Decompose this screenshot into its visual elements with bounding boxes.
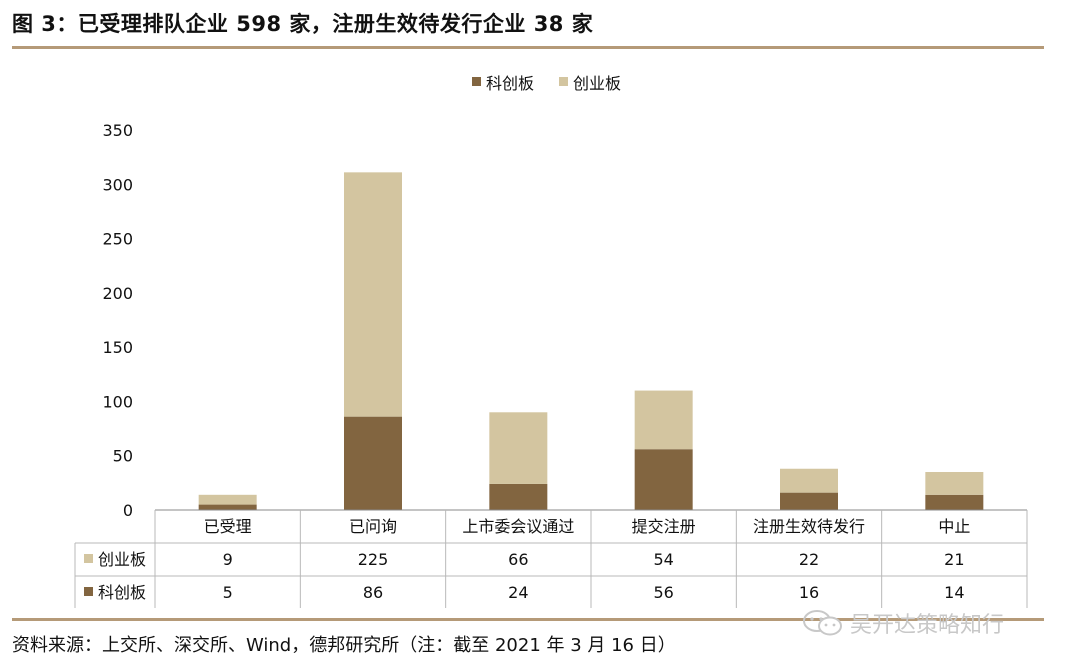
- y-tick-label: 350: [102, 121, 133, 140]
- legend-label: 创业板: [573, 74, 621, 93]
- bar-segment: [780, 492, 838, 510]
- data-label: 21: [944, 550, 964, 569]
- bar-segment: [925, 472, 984, 495]
- bar-segment: [198, 494, 257, 505]
- y-tick-label: 200: [102, 284, 133, 303]
- legend-swatch: [472, 77, 481, 86]
- bar-segment: [925, 494, 984, 510]
- y-tick-label: 100: [102, 392, 133, 411]
- y-tick-label: 300: [102, 175, 133, 194]
- bar-segment: [198, 504, 257, 510]
- data-label: 5: [223, 583, 233, 602]
- bar-segment: [780, 468, 838, 493]
- bottom-rule: [12, 618, 1044, 621]
- y-tick-label: 150: [102, 338, 133, 357]
- table-legend-swatch: [84, 554, 93, 563]
- data-label: 56: [653, 583, 673, 602]
- data-label: 225: [358, 550, 389, 569]
- category-label: 中止: [938, 517, 970, 536]
- bar-segment: [489, 412, 548, 484]
- bar-segment: [344, 416, 402, 510]
- table-series-label: 科创板: [98, 583, 146, 602]
- table-legend-swatch: [84, 587, 93, 596]
- legend-label: 科创板: [486, 74, 534, 93]
- bar-segment: [634, 390, 693, 450]
- watermark: 吴开达策略知行: [802, 606, 1004, 640]
- bar-segment: [344, 172, 402, 417]
- data-label: 54: [653, 550, 673, 569]
- table-series-label: 创业板: [98, 550, 146, 569]
- watermark-text: 吴开达策略知行: [850, 613, 1005, 638]
- y-tick-label: 250: [102, 230, 133, 249]
- data-label: 22: [799, 550, 819, 569]
- bar-segment: [489, 483, 548, 510]
- category-label: 上市委会议通过: [462, 517, 574, 536]
- data-label: 14: [944, 583, 964, 602]
- legend-swatch: [559, 77, 568, 86]
- figure-title: 图 3：已受理排队企业 598 家，注册生效待发行企业 38 家: [12, 12, 594, 36]
- data-label: 9: [223, 550, 233, 569]
- top-rule: [12, 46, 1044, 49]
- category-label: 注册生效待发行: [753, 517, 865, 536]
- data-label: 66: [508, 550, 528, 569]
- y-tick-label: 50: [113, 447, 133, 466]
- category-label: 已受理: [204, 517, 252, 536]
- category-label: 已问询: [349, 517, 397, 536]
- data-label: 86: [363, 583, 383, 602]
- y-tick-label: 0: [123, 501, 133, 520]
- bar-segment: [634, 449, 693, 510]
- data-label: 16: [799, 583, 819, 602]
- wechat-icon: [803, 610, 842, 636]
- category-label: 提交注册: [632, 517, 696, 536]
- data-label: 24: [508, 583, 528, 602]
- source-note: 资料来源：上交所、深交所、Wind，德邦研究所（注：截至 2021 年 3 月 …: [12, 635, 676, 656]
